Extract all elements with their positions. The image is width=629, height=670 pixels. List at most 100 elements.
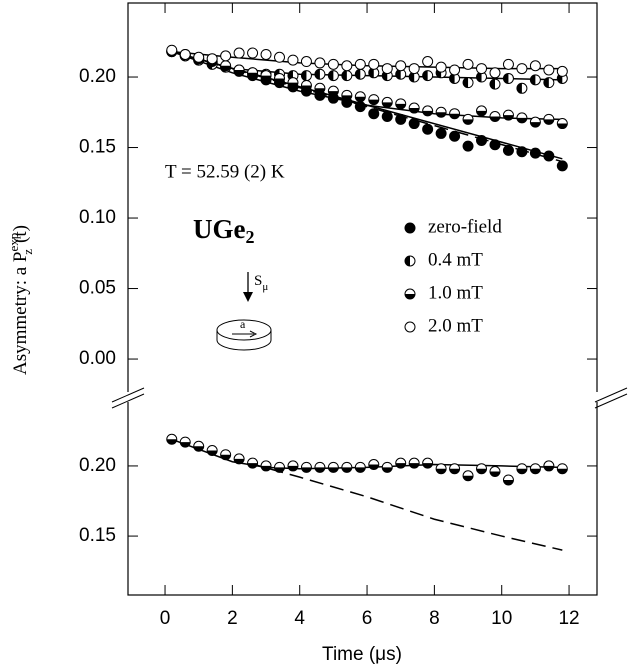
data-point bbox=[220, 60, 232, 72]
data-point bbox=[327, 70, 339, 82]
fit-curve bbox=[171, 50, 563, 81]
data-point bbox=[395, 457, 407, 469]
data-point bbox=[166, 433, 178, 445]
marker-half bbox=[247, 72, 258, 78]
data-point bbox=[502, 72, 514, 84]
marker-half bbox=[220, 65, 231, 71]
marker-body bbox=[368, 108, 380, 120]
data-point bbox=[341, 60, 353, 72]
data-point bbox=[354, 101, 366, 113]
data-point bbox=[193, 51, 205, 63]
data-point bbox=[435, 463, 447, 475]
data-point bbox=[354, 91, 366, 103]
data-point bbox=[462, 140, 474, 152]
legend-label: zero-field bbox=[428, 216, 502, 237]
marker-half bbox=[368, 67, 374, 78]
marker-half bbox=[207, 450, 218, 456]
data-point bbox=[354, 461, 366, 473]
marker-body bbox=[287, 54, 299, 66]
data-point bbox=[260, 460, 272, 472]
marker-half bbox=[503, 479, 514, 485]
x-axis-label: Time (μs) bbox=[322, 644, 402, 665]
marker-body bbox=[449, 130, 461, 142]
data-point bbox=[395, 98, 407, 110]
y-label-main: Asymmetry: a P bbox=[10, 252, 31, 376]
data-point bbox=[300, 461, 312, 473]
data-point bbox=[341, 70, 353, 82]
marker-half bbox=[543, 77, 549, 88]
data-point bbox=[274, 461, 286, 473]
marker-body bbox=[404, 321, 416, 333]
data-point bbox=[556, 160, 568, 172]
marker-half bbox=[368, 464, 379, 470]
data-point bbox=[543, 150, 555, 162]
y-axis-label: Asymmetry: a Pexpz (t) bbox=[6, 225, 35, 375]
x-tick-label: 12 bbox=[558, 608, 579, 629]
marker-half bbox=[503, 115, 514, 121]
data-point bbox=[529, 116, 541, 128]
marker-half bbox=[409, 72, 415, 83]
data-point bbox=[489, 466, 501, 478]
marker-half bbox=[503, 73, 509, 84]
data-point bbox=[206, 53, 218, 65]
marker-body bbox=[502, 58, 514, 70]
legend-label: 0.4 mT bbox=[428, 249, 483, 270]
marker-half bbox=[341, 95, 352, 101]
marker-half bbox=[422, 110, 433, 116]
marker-half bbox=[422, 70, 428, 81]
marker-half bbox=[261, 465, 272, 471]
marker-half bbox=[409, 463, 420, 469]
spin-arrowhead bbox=[243, 292, 253, 302]
data-point bbox=[449, 463, 461, 475]
marker-body bbox=[476, 63, 488, 75]
y-label-sup: exp bbox=[6, 233, 21, 252]
data-point bbox=[489, 78, 501, 90]
marker-body bbox=[233, 47, 245, 59]
data-point bbox=[166, 44, 178, 56]
marker-half bbox=[314, 467, 325, 473]
marker-half bbox=[274, 78, 285, 84]
marker-body bbox=[529, 60, 541, 72]
marker-body bbox=[368, 58, 380, 70]
marker-body bbox=[489, 139, 501, 151]
data-point bbox=[529, 74, 541, 86]
marker-body bbox=[404, 222, 416, 234]
marker-half bbox=[463, 475, 474, 481]
marker-half bbox=[489, 79, 495, 90]
marker-half bbox=[382, 102, 393, 108]
data-point bbox=[314, 68, 326, 80]
marker-body bbox=[556, 160, 568, 172]
x-tick-label: 0 bbox=[160, 608, 171, 629]
fit-curve bbox=[171, 50, 563, 121]
marker-body bbox=[381, 111, 393, 123]
legend-marker bbox=[404, 222, 416, 234]
data-point bbox=[395, 113, 407, 125]
data-point bbox=[435, 106, 447, 118]
legend-label: 1.0 mT bbox=[428, 282, 483, 303]
data-point bbox=[287, 77, 299, 89]
marker-half bbox=[328, 467, 339, 473]
data-point bbox=[516, 82, 528, 94]
marker-body bbox=[314, 57, 326, 69]
marker-body bbox=[193, 51, 205, 63]
marker-half bbox=[476, 110, 487, 116]
data-point bbox=[368, 108, 380, 120]
data-point bbox=[408, 71, 420, 83]
marker-body bbox=[354, 101, 366, 113]
marker-half bbox=[301, 70, 307, 81]
data-point bbox=[327, 58, 339, 70]
marker-half bbox=[395, 69, 401, 80]
data-point bbox=[462, 113, 474, 125]
data-point bbox=[422, 457, 434, 469]
data-point bbox=[274, 51, 286, 63]
data-point bbox=[476, 63, 488, 75]
spin-mu: μ bbox=[262, 281, 268, 293]
y-tick-label: 0.10 bbox=[79, 207, 116, 228]
marker-body bbox=[543, 64, 555, 76]
data-point bbox=[476, 134, 488, 146]
marker-body bbox=[395, 60, 407, 72]
data-point bbox=[233, 64, 245, 76]
data-point bbox=[233, 47, 245, 59]
marker-half bbox=[314, 69, 320, 80]
marker-half bbox=[234, 69, 245, 75]
